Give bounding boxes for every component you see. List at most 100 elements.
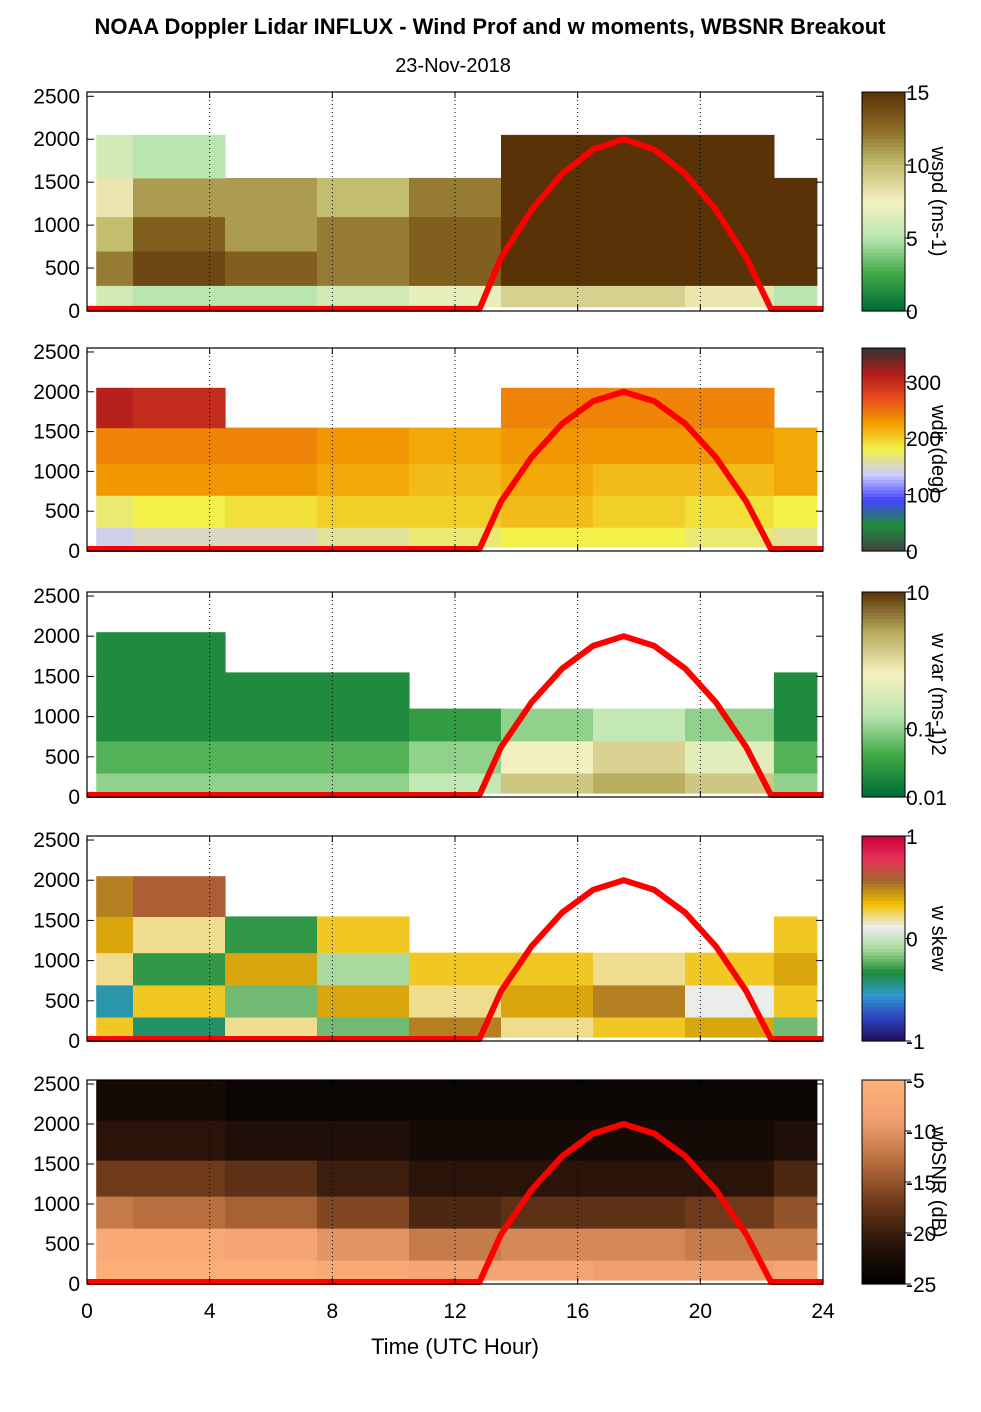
heatmap-cell — [773, 984, 818, 1018]
colorbar-segment — [862, 1246, 905, 1251]
colorbar-segment — [862, 388, 905, 393]
heatmap-cell — [685, 772, 775, 794]
heatmap-cell — [773, 672, 818, 710]
y-tick-label: 500 — [45, 1233, 80, 1256]
heatmap-cell — [773, 1228, 818, 1261]
colorbar-segment — [862, 208, 905, 214]
colorbar-segment — [862, 1195, 905, 1200]
colorbar-segment — [862, 520, 905, 525]
colorbar-segment — [862, 718, 905, 723]
heatmap-cell — [96, 1120, 134, 1161]
heatmap-cell — [685, 1160, 775, 1197]
heatmap-cell — [593, 1260, 686, 1281]
colorbar-segment — [862, 544, 905, 549]
colorbar-segment — [862, 1202, 905, 1207]
colorbar-segment — [862, 1209, 905, 1214]
heatmap-cell — [96, 1160, 134, 1197]
colorbar-segment — [862, 1141, 905, 1146]
heatmap-cell — [133, 250, 226, 286]
heatmap-cell — [593, 1080, 686, 1121]
heatmap-cell — [773, 463, 818, 496]
colorbar-segment — [862, 952, 905, 957]
heatmap-cell — [225, 527, 318, 548]
colorbar-segment — [862, 1034, 905, 1039]
y-tick-label: 1000 — [33, 1193, 80, 1216]
colorbar-segment — [862, 124, 905, 130]
heatmap-cell — [96, 876, 134, 917]
y-tick-label: 0 — [68, 1273, 80, 1296]
heatmap-cell — [133, 632, 226, 673]
heatmap-cell — [685, 984, 775, 1018]
heatmap-cell — [225, 285, 318, 308]
colorbar-segment — [862, 483, 905, 488]
heatmap-cell — [501, 1016, 594, 1038]
colorbar-segment — [862, 121, 905, 126]
colorbar-segment — [862, 469, 905, 474]
y-tick-label: 2500 — [33, 341, 80, 364]
colorbar-segment — [862, 1178, 905, 1183]
colorbar-segment — [862, 1030, 905, 1035]
colorbar-tick-label: -15 — [906, 1172, 936, 1195]
heatmap-cell — [225, 427, 318, 464]
colorbar-segment — [862, 996, 905, 1001]
colorbar-segment — [862, 219, 905, 224]
heatmap-cell — [133, 672, 226, 710]
colorbar-segment — [862, 1236, 905, 1241]
y-tick-label: 2500 — [33, 85, 80, 108]
x-tick-label: 24 — [811, 1300, 835, 1323]
colorbar-segment — [862, 945, 905, 950]
heatmap-cell — [133, 134, 226, 179]
y-tick-label: 2000 — [33, 625, 80, 648]
colorbar-segment — [862, 412, 905, 417]
colorbar-segment — [862, 684, 905, 689]
heatmap-cell — [317, 1260, 410, 1281]
y-tick-label: 1500 — [33, 421, 80, 444]
heatmap-cell — [317, 250, 410, 286]
colorbar-segment — [862, 476, 905, 481]
heatmap-cell — [593, 772, 686, 794]
colorbar-segment — [862, 935, 905, 940]
heatmap-cell — [225, 952, 318, 986]
heatmap-cell — [773, 427, 818, 464]
sun-elevation-curve — [87, 136, 823, 312]
x-tick-label: 0 — [81, 1300, 93, 1323]
heatmap-cell — [133, 876, 226, 917]
colorbar-segment — [862, 500, 905, 505]
colorbar-segment — [862, 605, 905, 610]
colorbar-segment — [862, 358, 905, 363]
colorbar-segment — [862, 1083, 905, 1088]
heatmap-cell — [593, 1016, 686, 1038]
heatmap-cell — [773, 1160, 818, 1197]
colorbar-segment — [862, 274, 905, 279]
colorbar-segment — [862, 769, 905, 774]
colorbar-segment — [862, 786, 905, 791]
heatmap-cell — [225, 177, 318, 218]
colorbar-segment — [862, 205, 905, 210]
heatmap-cell — [685, 250, 775, 286]
panel-w-var: 0 500 1000 1500 2000 2500 10 0.1 0.01 w var (ms-1… — [33, 582, 949, 810]
colorbar-segment — [862, 1256, 905, 1261]
colorbar-segment — [862, 230, 905, 235]
heatmap-cell — [685, 134, 775, 179]
heatmap-cell — [593, 250, 686, 286]
colorbar-segment — [862, 245, 905, 250]
colorbar-segment — [862, 527, 905, 532]
colorbar-segment — [862, 132, 905, 137]
colorbar-segment — [862, 1171, 905, 1176]
colorbar-tick-label: 200 — [906, 428, 941, 451]
colorbar-segment — [862, 300, 905, 305]
colorbar-segment — [862, 783, 905, 788]
colorbar-segment — [862, 1165, 905, 1169]
colorbar-segment — [862, 883, 905, 888]
colorbar-segment — [862, 612, 905, 617]
colorbar-segment — [862, 1229, 905, 1234]
heatmap-cell — [133, 1016, 226, 1038]
colorbar-segment — [862, 873, 905, 878]
colorbar-segment — [862, 1280, 905, 1285]
heatmap-cell — [133, 387, 226, 429]
heatmap-cell — [96, 984, 134, 1018]
colorbar-segment — [862, 361, 905, 366]
panel-wbsnr: 0 500 1000 1500 2000 2500 -5 -10 -15 -20 -25 wbSNR … — [33, 1070, 949, 1297]
colorbar-segment — [862, 982, 905, 987]
colorbar-tick-label: -5 — [906, 1070, 925, 1093]
